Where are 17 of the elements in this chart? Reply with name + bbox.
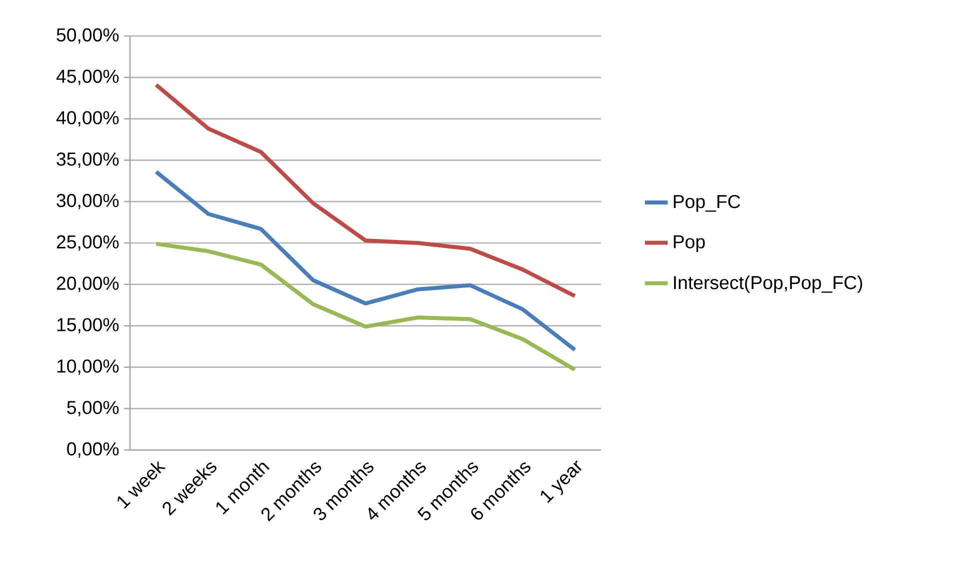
y-tick-label: 30,00%: [56, 194, 119, 210]
y-tick-label: 45,00%: [56, 70, 119, 86]
y-tick-label: 50,00%: [56, 28, 119, 44]
y-tick-label: 40,00%: [56, 111, 119, 126]
y-tick-label: 35,00%: [56, 152, 119, 168]
legend-label: Pop: [674, 235, 705, 252]
y-tick-label: 15,00%: [57, 318, 119, 334]
y-tick-label: 25,00%: [56, 235, 119, 251]
legend-label: Pop_FC: [674, 194, 740, 212]
y-tick-label: 20,00%: [56, 276, 119, 292]
line-series: [154, 170, 577, 352]
y-tick-label: 5,00%: [67, 400, 119, 416]
line-series: [154, 82, 577, 298]
y-tick-label: 0,00%: [67, 442, 119, 458]
legend-label: Intersect(Pop,Pop_FC): [674, 275, 862, 293]
y-tick-label: 10,00%: [57, 359, 119, 375]
line-series: [154, 242, 577, 372]
